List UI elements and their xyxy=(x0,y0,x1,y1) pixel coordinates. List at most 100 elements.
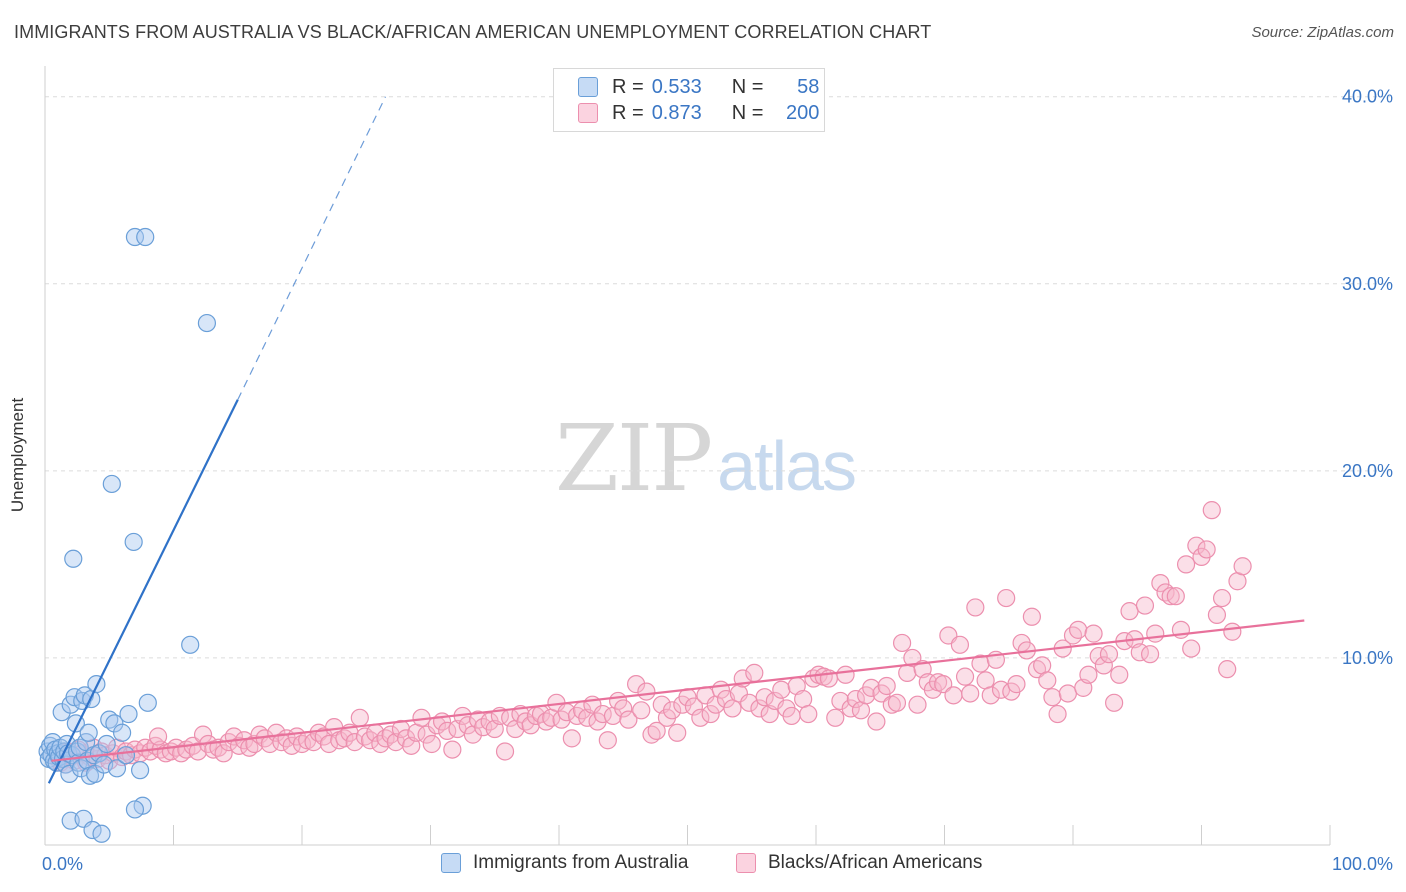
data-point-black xyxy=(1187,536,1206,555)
data-point-australia xyxy=(124,532,143,552)
data-point-australia xyxy=(138,693,157,712)
data-point-black xyxy=(1043,688,1062,707)
legend-r-label: R = xyxy=(612,75,644,98)
data-point-black xyxy=(1058,684,1077,703)
data-point-black xyxy=(1140,645,1160,664)
data-point-australia xyxy=(83,820,102,840)
data-point-black xyxy=(148,727,168,746)
trendline-australia-extension xyxy=(237,96,387,401)
zipatlas-watermark: ZIPatlas xyxy=(555,405,857,512)
data-point-australia xyxy=(130,761,150,780)
data-point-black xyxy=(971,654,990,673)
data-point-black xyxy=(908,695,927,714)
trendline-black xyxy=(51,619,1305,762)
legend-swatch-blue xyxy=(441,853,461,873)
data-point-black xyxy=(371,734,390,754)
legend-label-australia: Immigrants from Australia xyxy=(473,852,689,873)
trendline-australia xyxy=(47,399,239,784)
data-point-australia xyxy=(105,714,124,733)
legend-r-label: R = xyxy=(612,101,644,124)
legend-row-blue: R = 0.533 N = 58 xyxy=(578,75,819,99)
data-point-black xyxy=(955,667,975,686)
data-point-black xyxy=(944,686,963,705)
data-point-australia xyxy=(79,723,98,742)
correlation-legend: R = 0.533 N = 58 R = 0.873 N = 200 xyxy=(553,68,825,132)
legend-n-value: 200 xyxy=(786,101,820,124)
x-tick-labels: 0.0% 100.0% xyxy=(42,854,1393,874)
data-point-australia xyxy=(181,635,200,654)
data-point-black xyxy=(981,686,1000,705)
data-point-black xyxy=(1105,693,1124,712)
legend-n-label: N = xyxy=(731,75,764,98)
data-point-black xyxy=(966,598,985,617)
data-point-black xyxy=(723,699,742,718)
x-tick-label-max: 100.0% xyxy=(1332,854,1393,874)
data-point-black xyxy=(887,693,907,712)
data-point-black xyxy=(245,734,264,754)
data-point-black xyxy=(836,665,855,684)
data-point-black xyxy=(391,719,411,739)
data-point-black xyxy=(877,676,896,696)
data-point-black xyxy=(1063,626,1083,645)
data-point-black xyxy=(188,742,208,761)
data-point-australia xyxy=(125,800,145,819)
data-point-australia xyxy=(112,723,132,742)
data-point-black xyxy=(350,708,369,727)
data-point-black xyxy=(647,721,666,740)
series-legend: Immigrants from Australia Blacks/African… xyxy=(0,852,1406,878)
data-point-black xyxy=(1048,704,1067,724)
data-point-black xyxy=(1197,540,1216,559)
data-point-black xyxy=(903,648,922,668)
data-point-black xyxy=(1166,587,1185,606)
data-point-black xyxy=(1069,620,1088,639)
legend-r-value: 0.873 xyxy=(651,101,702,124)
data-point-black xyxy=(961,684,980,703)
data-point-black xyxy=(782,706,801,726)
legend-item-australia: Immigrants from Australia xyxy=(441,852,688,874)
data-point-black xyxy=(1218,660,1237,679)
data-point-australia xyxy=(197,313,217,333)
data-point-black xyxy=(637,682,656,701)
data-point-black xyxy=(304,733,323,752)
y-tick-labels: 10.0% 20.0% 30.0% 40.0% xyxy=(1342,87,1393,668)
data-point-black xyxy=(345,733,364,752)
data-point-black xyxy=(662,701,682,720)
data-point-black xyxy=(1161,587,1180,606)
data-point-australia xyxy=(107,759,127,778)
data-point-black xyxy=(826,708,845,727)
data-point-australia xyxy=(102,474,121,494)
legend-swatch-blue xyxy=(578,77,598,97)
data-point-black xyxy=(1038,671,1057,690)
series-blacks-african-americans xyxy=(48,501,1252,774)
data-point-black xyxy=(1084,624,1103,643)
data-point-australia xyxy=(136,227,155,247)
data-point-black xyxy=(1079,665,1098,684)
data-point-black xyxy=(443,740,462,759)
y-tick-label: 10.0% xyxy=(1342,648,1393,668)
data-point-black xyxy=(846,689,865,709)
source-label: Source: ZipAtlas.com xyxy=(1251,24,1394,41)
data-point-black xyxy=(1099,645,1119,664)
data-point-black xyxy=(701,704,720,724)
legend-row-pink: R = 0.873 N = 200 xyxy=(578,101,819,125)
data-point-black xyxy=(1135,596,1155,615)
data-point-black xyxy=(422,734,441,754)
data-point-black xyxy=(668,723,687,742)
data-point-black xyxy=(335,729,354,748)
data-point-black xyxy=(1223,622,1242,641)
data-point-australia xyxy=(97,734,116,754)
trendlines xyxy=(47,96,1305,784)
data-point-black xyxy=(1110,665,1129,684)
data-point-black xyxy=(892,633,912,653)
data-point-black xyxy=(562,729,581,748)
legend-n-label: N = xyxy=(731,101,764,124)
data-point-black xyxy=(684,697,704,716)
data-point-black xyxy=(1176,555,1196,574)
data-point-black xyxy=(934,675,953,694)
data-point-black xyxy=(1146,624,1165,643)
data-point-black xyxy=(755,688,774,707)
data-point-black xyxy=(1007,675,1026,694)
data-point-black xyxy=(458,716,477,735)
legend-swatch-pink xyxy=(578,103,598,123)
